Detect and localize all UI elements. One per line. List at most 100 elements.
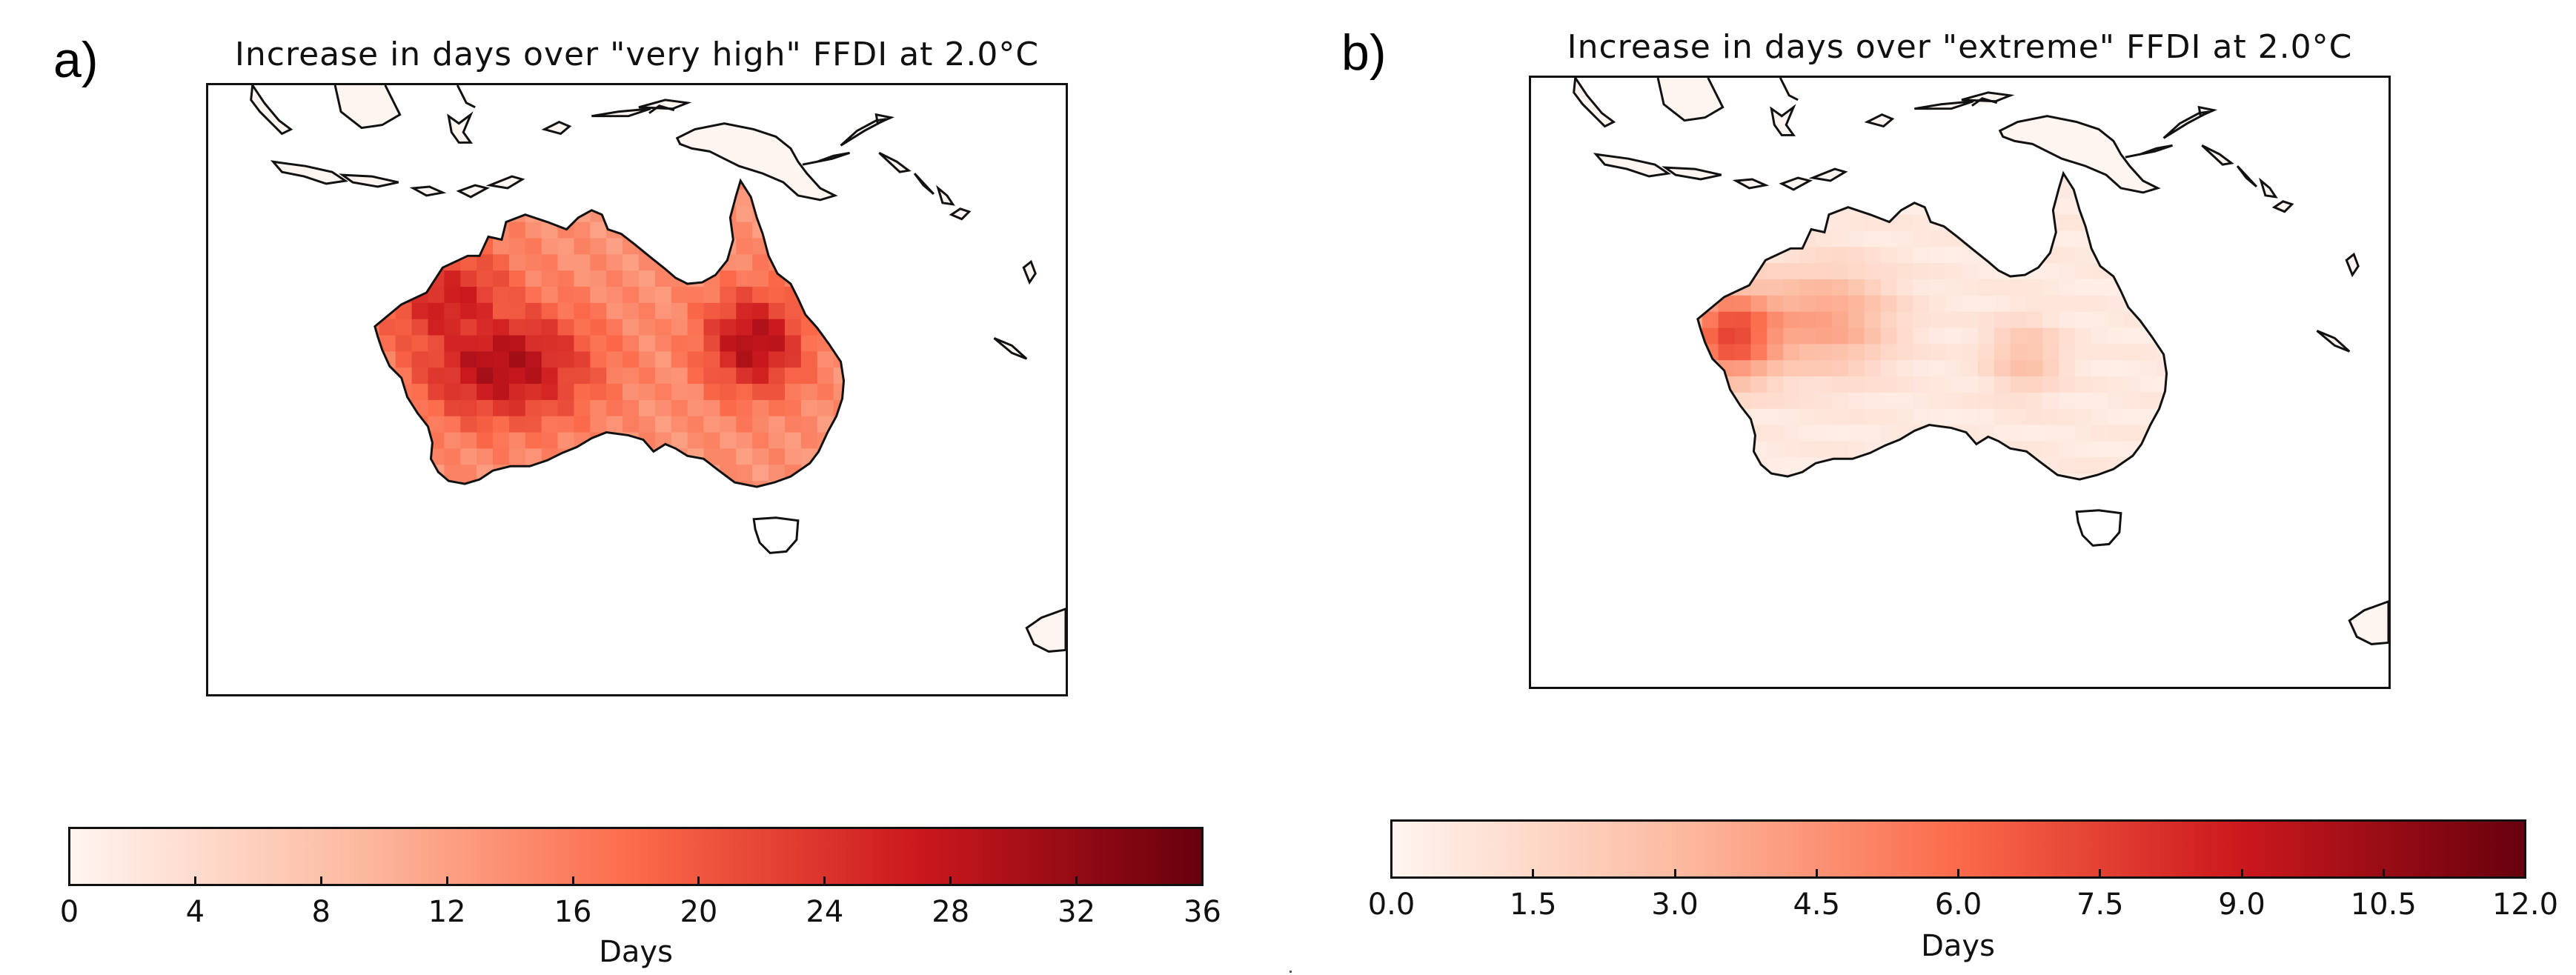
grid-cell [2123, 376, 2141, 393]
grid-cell [1767, 408, 1784, 426]
stray-mark [1289, 971, 1292, 973]
grid-cell [1816, 263, 1833, 280]
grid-cell [1913, 441, 1930, 458]
island-fill [677, 123, 835, 200]
grid-cell [1961, 457, 1979, 474]
grid-cell [1734, 214, 1751, 231]
grid-cell [444, 335, 461, 352]
grid-cell [590, 384, 607, 401]
grid-cell [2042, 425, 2059, 442]
grid-cell [2107, 311, 2125, 329]
grid-cell [1799, 198, 1816, 216]
grid-cell [1994, 247, 2011, 264]
grid-cell [1880, 327, 1897, 345]
grid-cell [1913, 182, 1930, 199]
grid-cell [2026, 344, 2043, 361]
grid-cell [1896, 311, 1913, 329]
grid-cell [2075, 327, 2092, 345]
grid-cell [379, 335, 396, 352]
grid-cell [2010, 311, 2028, 329]
grid-cell [1848, 441, 1865, 458]
grid-cell [1702, 441, 1719, 458]
grid-cell [2140, 198, 2157, 216]
grid-cell [654, 399, 672, 417]
island-coastline [1808, 167, 1848, 182]
grid-cell [2107, 198, 2125, 216]
grid-cell [720, 399, 737, 417]
grid-cell [1848, 360, 1865, 377]
grid-cell [525, 222, 542, 239]
island-coastline [1971, 97, 1998, 107]
grid-cell [671, 302, 688, 320]
grid-cell [2042, 327, 2059, 345]
grid-cell [671, 351, 688, 368]
grid-cell [395, 270, 413, 287]
island-coastline [1779, 176, 1813, 191]
grid-cell [736, 448, 753, 465]
grid-cell [638, 399, 656, 417]
grid-cell [2123, 198, 2141, 216]
grid-cell [1977, 182, 1995, 199]
grid-cell [623, 335, 640, 352]
grid-cell [525, 432, 542, 449]
grid-cell [1929, 392, 1946, 410]
grid-cell [460, 335, 477, 352]
grid-cell [477, 416, 494, 433]
grid-cell [1864, 279, 1882, 296]
grid-cell [379, 399, 396, 417]
grid-cell [379, 448, 396, 465]
grid-cell [477, 448, 494, 465]
grid-cell [638, 367, 656, 385]
grid-cell [1896, 457, 1913, 474]
grid-cell [477, 302, 494, 320]
grid-cell [2010, 327, 2028, 345]
grid-cell [1864, 360, 1882, 377]
grid-cell [2026, 279, 2043, 296]
grid-cell [1767, 173, 1784, 183]
grid-cell [574, 448, 591, 465]
grid-cell [2140, 263, 2157, 280]
grid-cell [508, 367, 526, 385]
grid-cell [2140, 247, 2157, 264]
grid-cell [703, 351, 720, 368]
colorbar-tick-mark [1532, 869, 1535, 876]
grid-cell [2156, 214, 2167, 231]
grid-cell [1718, 198, 1736, 216]
grid-cell [671, 384, 688, 401]
grid-cell [1831, 182, 1849, 199]
grid-cell [2026, 173, 2043, 183]
island-coastline [1732, 178, 1770, 190]
grid-cell [606, 189, 623, 207]
grid-cell [687, 351, 705, 368]
grid-cell [508, 432, 526, 449]
panel-b-title: Increase in days over "extreme" FFDI at … [1567, 28, 2353, 66]
grid-cell [1913, 230, 1930, 247]
grid-cell [654, 465, 672, 482]
grid-cell [1864, 230, 1882, 247]
island-coastline [1573, 78, 1616, 128]
grid-cell [2173, 230, 2189, 247]
grid-cell [460, 302, 477, 320]
grid-cell [2173, 247, 2189, 263]
grid-cell [2140, 295, 2157, 313]
grid-cell [379, 205, 396, 223]
grid-cell [752, 189, 769, 207]
grid-cell [623, 384, 640, 401]
grid-cell [493, 254, 510, 271]
grid-cell [1718, 457, 1736, 474]
grid-cell [590, 399, 607, 417]
grid-cell [1896, 173, 1913, 183]
grid-cell [638, 319, 656, 336]
grid-cell [2107, 425, 2125, 442]
grid-cell [2123, 392, 2141, 410]
grid-cell [2042, 173, 2059, 183]
grid-cell [833, 367, 844, 385]
panel-b-colorbar-label: Days [1921, 929, 1995, 963]
colorbar-tick-label: 28 [932, 895, 970, 929]
grid-cell [1994, 173, 2011, 183]
grid-cell [736, 319, 753, 336]
grid-cell [1977, 214, 1995, 231]
colorbar-tick-mark [823, 876, 826, 884]
grid-cell [1697, 441, 1703, 458]
grid-cell [428, 367, 445, 385]
